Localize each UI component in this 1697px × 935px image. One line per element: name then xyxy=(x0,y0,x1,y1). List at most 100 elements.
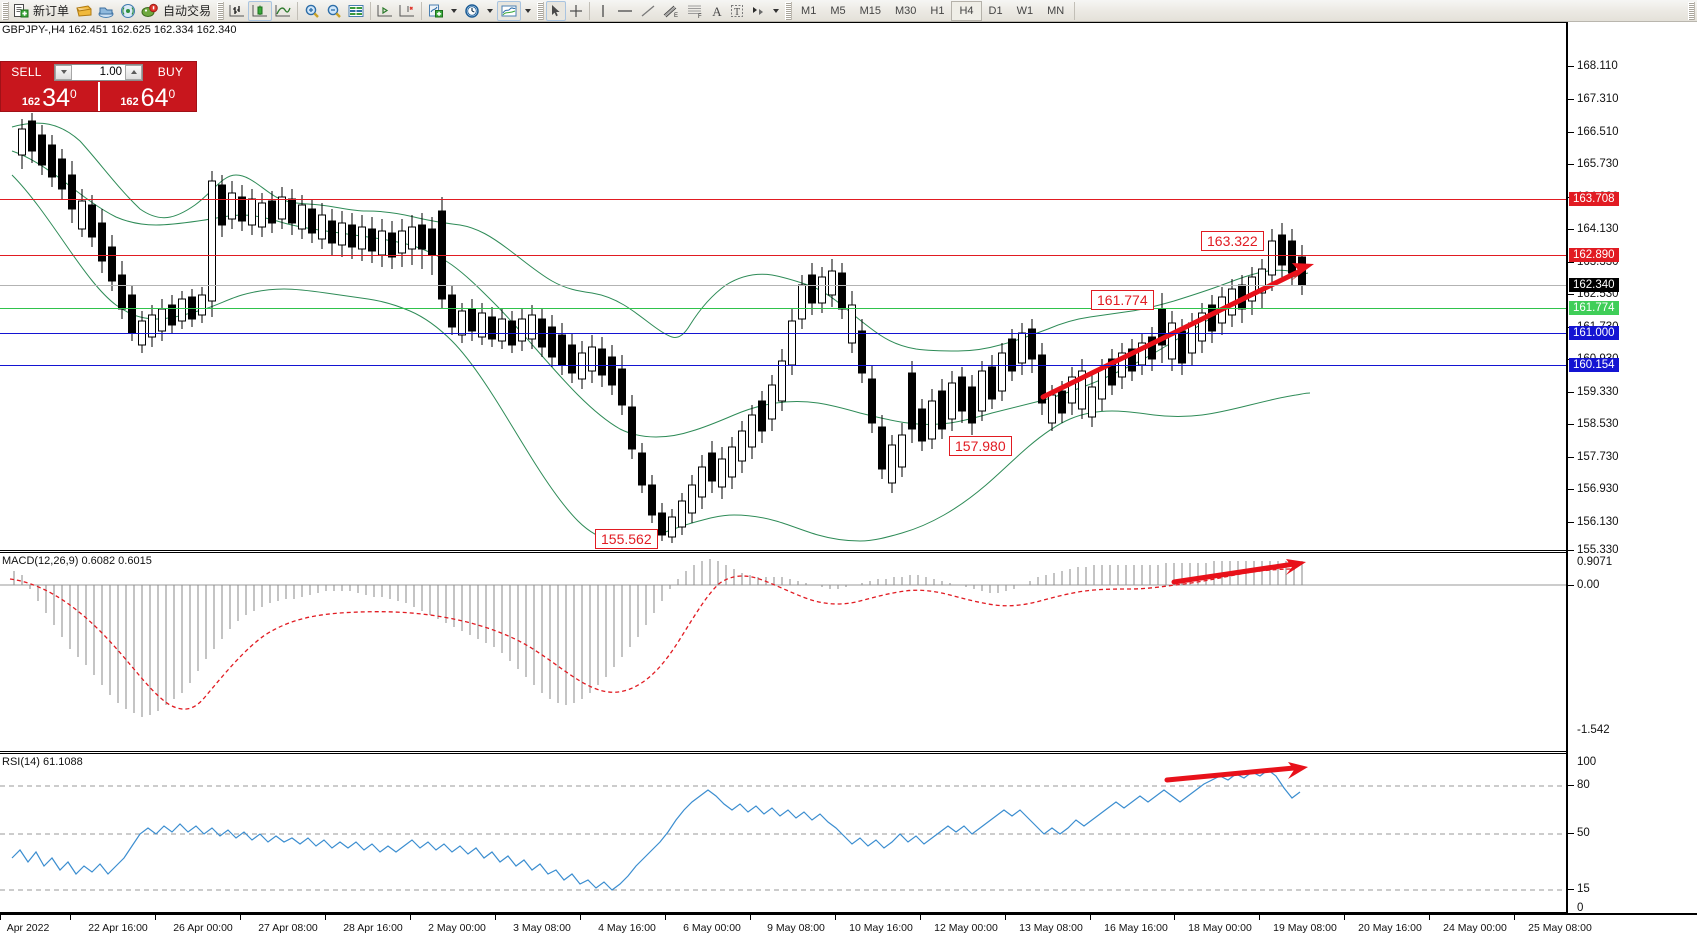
one-click-trading-panel[interactable]: SELL 1.00 BUY 162 34 0 xyxy=(0,61,197,112)
horizontal-line-icon[interactable] xyxy=(613,1,637,21)
data-window-icon[interactable] xyxy=(95,1,117,21)
xtick-label: 26 Apr 00:00 xyxy=(173,922,233,934)
hline-163-708[interactable] xyxy=(0,199,1566,200)
autotrading-label[interactable]: 自动交易 xyxy=(163,4,212,18)
price-tag-162-890[interactable]: 162.890 xyxy=(1569,248,1619,262)
text-icon[interactable]: A xyxy=(707,1,727,21)
price-tag-current[interactable]: 162.340 xyxy=(1569,278,1619,292)
period-h4[interactable]: H4 xyxy=(951,0,982,21)
crosshair-icon[interactable] xyxy=(566,1,586,21)
annotation-155-562[interactable]: 155.562 xyxy=(595,529,658,549)
toolbar-grip-3[interactable] xyxy=(537,1,545,20)
period-m30[interactable]: M30 xyxy=(895,4,917,17)
candlestick-chart-icon[interactable] xyxy=(248,0,273,21)
toolbar-separator-5 xyxy=(1074,1,1076,20)
chart-area[interactable]: GBPJPY-,H4 162.451 162.625 162.334 162.3… xyxy=(0,22,1697,935)
hline-160-154[interactable] xyxy=(0,365,1566,366)
toolbar-grip-4[interactable] xyxy=(785,1,793,20)
sell-price-prefix: 162 xyxy=(21,96,41,108)
annotation-157-980[interactable]: 157.980 xyxy=(949,436,1012,456)
sell-price[interactable]: 162 34 0 xyxy=(1,82,98,111)
macd-pane[interactable]: MACD(12,26,9) 0.6082 0.6015 xyxy=(0,552,1566,752)
volume-stepper[interactable]: 1.00 xyxy=(54,63,143,81)
xtick-label: 27 Apr 08:00 xyxy=(258,922,318,934)
macd-label: MACD(12,26,9) 0.6082 0.6015 xyxy=(2,555,152,567)
sell-price-sup: 0 xyxy=(69,87,77,101)
price-plot xyxy=(11,113,1314,543)
period-h1[interactable]: H1 xyxy=(930,4,945,17)
autotrading-icon[interactable] xyxy=(139,1,161,21)
rsi-ytick-100: 100 xyxy=(1577,756,1597,768)
price-axis[interactable]: 168.110 167.310 166.510 165.730 164.930 … xyxy=(1566,22,1697,914)
signals-icon[interactable] xyxy=(117,1,139,21)
cursor-icon[interactable] xyxy=(546,0,567,21)
equidistant-channel-icon[interactable]: E xyxy=(659,1,683,21)
new-order-icon[interactable] xyxy=(11,1,31,21)
toolbar-grip-2[interactable] xyxy=(217,1,225,20)
volume-increment-button[interactable] xyxy=(125,64,142,80)
period-d1[interactable]: D1 xyxy=(988,4,1003,17)
line-chart-icon[interactable] xyxy=(272,1,294,21)
price-tag-163-708[interactable]: 163.708 xyxy=(1569,192,1619,206)
hline-161-000[interactable] xyxy=(0,333,1566,334)
auto-scroll-icon[interactable] xyxy=(396,1,418,21)
fibonacci-icon[interactable]: F xyxy=(683,1,707,21)
xtick-label: 6 May 00:00 xyxy=(683,922,741,934)
buy-price[interactable]: 162 64 0 xyxy=(97,82,197,111)
one-click-top-row: SELL 1.00 BUY xyxy=(1,62,196,82)
volume-input[interactable]: 1.00 xyxy=(72,64,125,80)
period-m5[interactable]: M5 xyxy=(830,4,846,17)
macd-trend-arrow xyxy=(1171,559,1306,585)
price-tag-160-154[interactable]: 160.154 xyxy=(1569,358,1619,372)
annotation-163-322[interactable]: 163.322 xyxy=(1201,231,1264,251)
svg-text:T: T xyxy=(734,7,740,18)
xtick-label: 24 May 00:00 xyxy=(1443,922,1507,934)
hline-current-162-340[interactable] xyxy=(0,285,1566,286)
hline-161-774[interactable] xyxy=(0,308,1566,309)
shapes-dropdown-caret[interactable] xyxy=(773,8,780,13)
period-w1[interactable]: W1 xyxy=(1016,4,1034,17)
shift-end-icon[interactable] xyxy=(374,1,396,21)
buy-button[interactable]: BUY xyxy=(157,65,184,79)
trendline-icon[interactable] xyxy=(637,1,659,21)
price-pane[interactable]: GBPJPY-,H4 162.451 162.625 162.334 162.3… xyxy=(0,22,1566,551)
buy-price-prefix: 162 xyxy=(120,96,139,108)
xtick-label: 3 May 08:00 xyxy=(513,922,571,934)
periods-dropdown-caret[interactable] xyxy=(487,8,494,13)
toolbar-grip[interactable] xyxy=(2,1,9,20)
rsi-label: RSI(14) 61.1088 xyxy=(2,756,83,768)
ytick-label: 166.510 xyxy=(1577,126,1619,138)
bar-chart-icon[interactable] xyxy=(226,1,248,21)
templates-icon[interactable] xyxy=(497,0,522,21)
period-m15[interactable]: M15 xyxy=(859,4,881,17)
zoom-out-icon[interactable] xyxy=(323,1,345,21)
sell-button[interactable]: SELL xyxy=(11,65,42,79)
templates-dropdown-caret[interactable] xyxy=(525,8,532,13)
ytick-label: 158.530 xyxy=(1577,418,1619,430)
period-m1[interactable]: M1 xyxy=(801,4,817,17)
ytick-label: 156.130 xyxy=(1577,516,1619,528)
annotation-161-774[interactable]: 161.774 xyxy=(1091,290,1154,310)
label-icon[interactable]: T xyxy=(727,1,747,21)
toolbar-grip-5[interactable] xyxy=(1688,1,1695,20)
wallet-icon[interactable] xyxy=(73,1,95,21)
period-mn[interactable]: MN xyxy=(1047,4,1065,17)
macd-histogram xyxy=(13,559,1303,717)
time-axis[interactable]: Apr 2022 22 Apr 16:00 26 Apr 00:00 27 Ap… xyxy=(0,913,1697,935)
indicators-icon[interactable] xyxy=(425,1,447,21)
shapes-icon[interactable] xyxy=(747,1,769,21)
data-window-toggle-icon[interactable] xyxy=(345,1,367,21)
rsi-plot xyxy=(0,762,1566,891)
indicators-dropdown-caret[interactable] xyxy=(451,8,458,13)
price-tag-161-774[interactable]: 161.774 xyxy=(1569,301,1619,315)
rsi-pane[interactable]: RSI(14) 61.1088 xyxy=(0,753,1566,913)
volume-decrement-button[interactable] xyxy=(55,64,72,80)
price-tag-161-000[interactable]: 161.000 xyxy=(1569,326,1619,340)
hline-162-890[interactable] xyxy=(0,255,1566,256)
periods-clock-icon[interactable] xyxy=(461,1,483,21)
zoom-in-icon[interactable] xyxy=(301,1,323,21)
rsi-ytick-80: 80 xyxy=(1577,779,1590,791)
vertical-line-icon[interactable] xyxy=(593,1,613,21)
new-order-label[interactable]: 新订单 xyxy=(33,4,70,18)
ytick-label: 155.330 xyxy=(1577,544,1619,556)
